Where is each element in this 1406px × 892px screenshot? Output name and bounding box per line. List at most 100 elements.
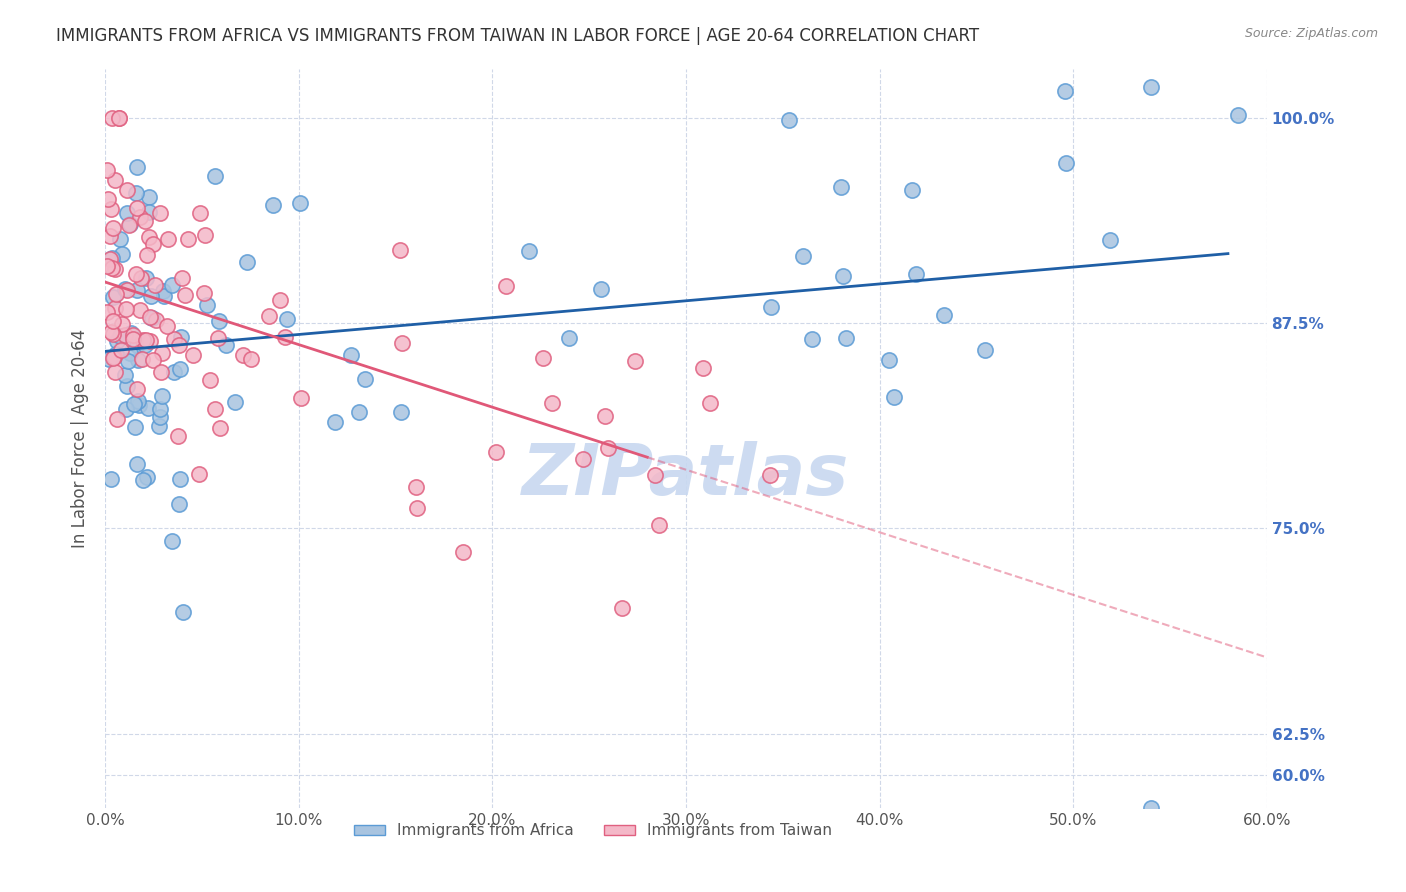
Point — [596, 441, 619, 455]
Point — [127, 353, 149, 368]
Point — [451, 545, 474, 559]
Point — [141, 311, 163, 326]
Point — [759, 467, 782, 482]
Point — [485, 445, 508, 459]
Point — [204, 169, 226, 184]
Point — [100, 202, 122, 217]
Point — [148, 419, 170, 434]
Point — [125, 186, 148, 200]
Point — [125, 267, 148, 281]
Point — [114, 282, 136, 296]
Point — [169, 361, 191, 376]
Point — [699, 396, 721, 410]
Point — [132, 473, 155, 487]
Point — [110, 232, 132, 246]
Point — [121, 328, 143, 343]
Point — [138, 189, 160, 203]
Point — [139, 289, 162, 303]
Point — [877, 353, 900, 368]
Point — [792, 249, 814, 263]
Point — [207, 330, 229, 344]
Point — [127, 283, 149, 297]
Point — [340, 348, 363, 362]
Point — [101, 251, 124, 265]
Point — [97, 351, 120, 366]
Point — [101, 290, 124, 304]
Point — [156, 319, 179, 334]
Point — [127, 394, 149, 409]
Point — [405, 501, 427, 516]
Point — [589, 282, 612, 296]
Text: Source: ZipAtlas.com: Source: ZipAtlas.com — [1244, 27, 1378, 40]
Point — [150, 345, 173, 359]
Point — [145, 277, 167, 292]
Point — [832, 269, 855, 284]
Point — [108, 111, 131, 125]
Point — [391, 336, 413, 351]
Point — [100, 471, 122, 485]
Point — [354, 372, 377, 386]
Point — [194, 227, 217, 242]
Point — [204, 402, 226, 417]
Point — [118, 219, 141, 233]
Point — [215, 338, 238, 352]
Point — [163, 332, 186, 346]
Point — [648, 517, 671, 532]
Point — [132, 334, 155, 348]
Point — [103, 220, 125, 235]
Point — [177, 232, 200, 246]
Point — [1226, 107, 1249, 121]
Point — [1054, 155, 1077, 169]
Point — [103, 351, 125, 365]
Point — [495, 279, 517, 293]
Point — [1140, 80, 1163, 95]
Point — [198, 373, 221, 387]
Point — [101, 327, 124, 342]
Point — [290, 195, 312, 210]
Point — [105, 286, 128, 301]
Point — [152, 284, 174, 298]
Point — [778, 112, 800, 127]
Point — [1139, 801, 1161, 815]
Point — [110, 343, 132, 357]
Point — [128, 210, 150, 224]
Point — [273, 329, 295, 343]
Point — [138, 205, 160, 219]
Point — [162, 278, 184, 293]
Point — [150, 365, 173, 379]
Point — [235, 255, 257, 269]
Point — [135, 470, 157, 484]
Point — [101, 314, 124, 328]
Point — [135, 271, 157, 285]
Text: ZIPatlas: ZIPatlas — [522, 441, 849, 509]
Point — [131, 352, 153, 367]
Point — [149, 401, 172, 416]
Point — [150, 389, 173, 403]
Point — [101, 111, 124, 125]
Point — [610, 601, 633, 615]
Point — [129, 271, 152, 285]
Point — [139, 334, 162, 348]
Point — [257, 310, 280, 324]
Point — [125, 458, 148, 472]
Point — [800, 333, 823, 347]
Point — [240, 351, 263, 366]
Point — [572, 452, 595, 467]
Point — [170, 271, 193, 285]
Point — [139, 310, 162, 324]
Text: IMMIGRANTS FROM AFRICA VS IMMIGRANTS FROM TAIWAN IN LABOR FORCE | AGE 20-64 CORR: IMMIGRANTS FROM AFRICA VS IMMIGRANTS FRO… — [56, 27, 980, 45]
Point — [830, 179, 852, 194]
Point — [170, 330, 193, 344]
Point — [347, 405, 370, 419]
Point — [115, 402, 138, 417]
Point — [125, 201, 148, 215]
Point — [593, 409, 616, 424]
Point — [517, 244, 540, 258]
Point — [149, 206, 172, 220]
Point — [129, 303, 152, 318]
Point — [117, 378, 139, 392]
Point — [262, 198, 284, 212]
Point — [107, 111, 129, 125]
Point — [644, 467, 666, 482]
Point — [105, 334, 128, 349]
